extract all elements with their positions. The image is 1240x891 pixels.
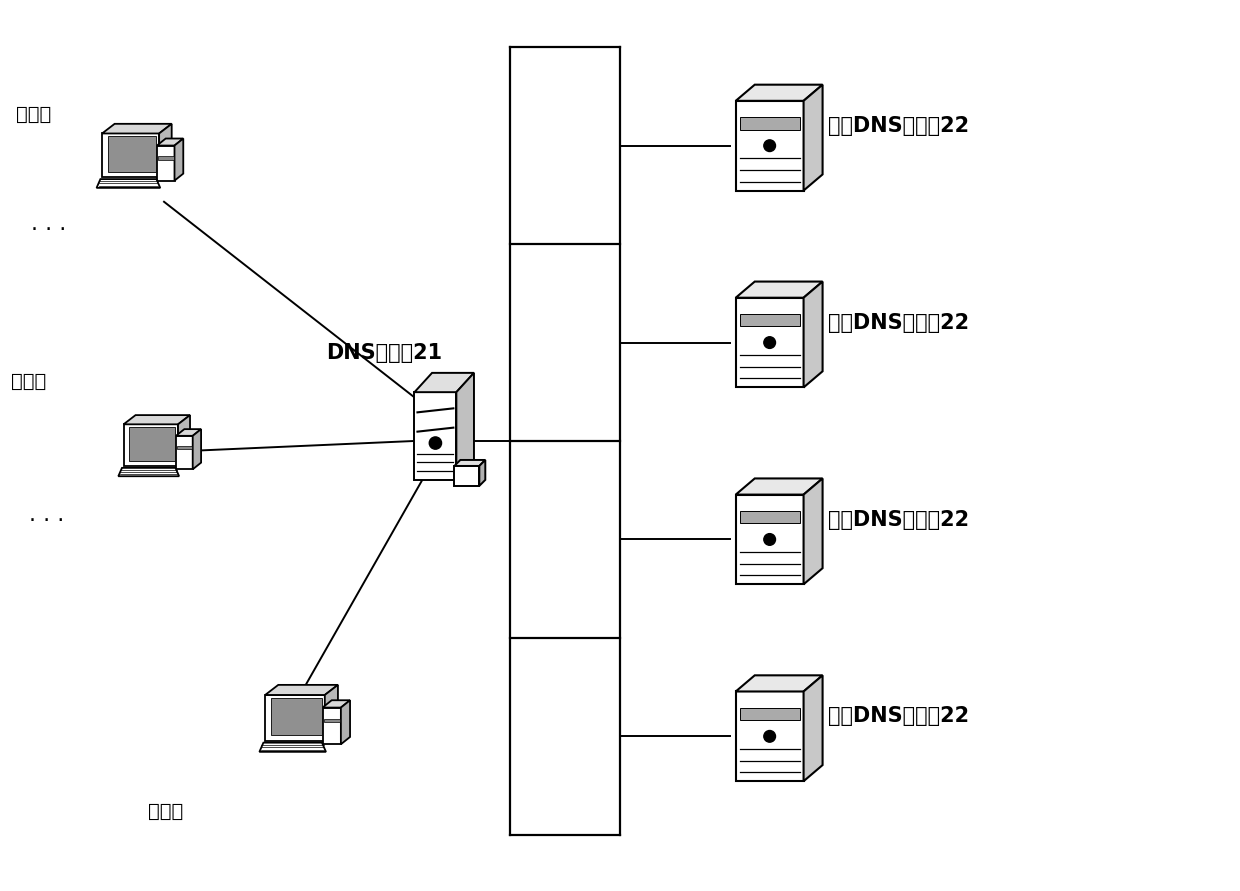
Circle shape bbox=[764, 140, 775, 151]
Polygon shape bbox=[480, 460, 485, 486]
Polygon shape bbox=[414, 392, 456, 480]
Polygon shape bbox=[804, 675, 822, 781]
Polygon shape bbox=[259, 743, 326, 752]
Text: 转发DNS服务器22: 转发DNS服务器22 bbox=[827, 510, 968, 529]
Polygon shape bbox=[804, 282, 822, 388]
Text: 客户端: 客户端 bbox=[149, 803, 184, 822]
Polygon shape bbox=[175, 138, 184, 181]
Polygon shape bbox=[735, 691, 804, 781]
Polygon shape bbox=[735, 85, 822, 101]
Polygon shape bbox=[157, 145, 175, 181]
Polygon shape bbox=[97, 179, 160, 188]
Polygon shape bbox=[735, 298, 804, 388]
Polygon shape bbox=[108, 136, 156, 172]
Text: DNS服务器21: DNS服务器21 bbox=[326, 343, 441, 364]
Polygon shape bbox=[322, 707, 341, 744]
Polygon shape bbox=[176, 429, 201, 436]
Polygon shape bbox=[118, 468, 179, 476]
Polygon shape bbox=[456, 372, 474, 480]
Text: 转发DNS服务器22: 转发DNS服务器22 bbox=[827, 313, 968, 332]
Polygon shape bbox=[324, 718, 340, 723]
Polygon shape bbox=[735, 282, 822, 298]
Polygon shape bbox=[265, 695, 325, 740]
Polygon shape bbox=[735, 495, 804, 584]
Polygon shape bbox=[804, 85, 822, 191]
Polygon shape bbox=[102, 134, 159, 177]
Polygon shape bbox=[740, 511, 800, 523]
Polygon shape bbox=[102, 124, 171, 134]
Polygon shape bbox=[157, 156, 174, 159]
Polygon shape bbox=[735, 478, 822, 495]
Polygon shape bbox=[179, 415, 190, 466]
Polygon shape bbox=[740, 314, 800, 326]
Circle shape bbox=[764, 534, 775, 545]
Polygon shape bbox=[159, 124, 171, 177]
Polygon shape bbox=[322, 700, 350, 707]
Polygon shape bbox=[735, 101, 804, 191]
Polygon shape bbox=[414, 372, 474, 392]
Text: 客户端: 客户端 bbox=[16, 104, 52, 124]
Polygon shape bbox=[341, 700, 350, 744]
Polygon shape bbox=[454, 460, 485, 466]
Polygon shape bbox=[129, 427, 175, 461]
Text: 转发DNS服务器22: 转发DNS服务器22 bbox=[827, 116, 968, 135]
Text: 转发DNS服务器22: 转发DNS服务器22 bbox=[827, 707, 968, 726]
Polygon shape bbox=[124, 415, 190, 424]
Text: 客户端: 客户端 bbox=[11, 372, 47, 390]
Polygon shape bbox=[272, 698, 322, 735]
Polygon shape bbox=[192, 429, 201, 470]
Polygon shape bbox=[454, 466, 480, 486]
Text: · · ·: · · · bbox=[30, 511, 64, 531]
Polygon shape bbox=[176, 436, 192, 470]
Circle shape bbox=[764, 731, 775, 742]
Polygon shape bbox=[124, 424, 179, 466]
Polygon shape bbox=[265, 685, 339, 695]
Polygon shape bbox=[157, 138, 184, 145]
Polygon shape bbox=[735, 675, 822, 691]
Polygon shape bbox=[804, 478, 822, 584]
Polygon shape bbox=[740, 707, 800, 720]
Polygon shape bbox=[177, 446, 192, 449]
Text: · · ·: · · · bbox=[31, 220, 67, 240]
Polygon shape bbox=[325, 685, 339, 740]
Polygon shape bbox=[740, 117, 800, 129]
Circle shape bbox=[764, 337, 775, 348]
Circle shape bbox=[429, 437, 441, 449]
